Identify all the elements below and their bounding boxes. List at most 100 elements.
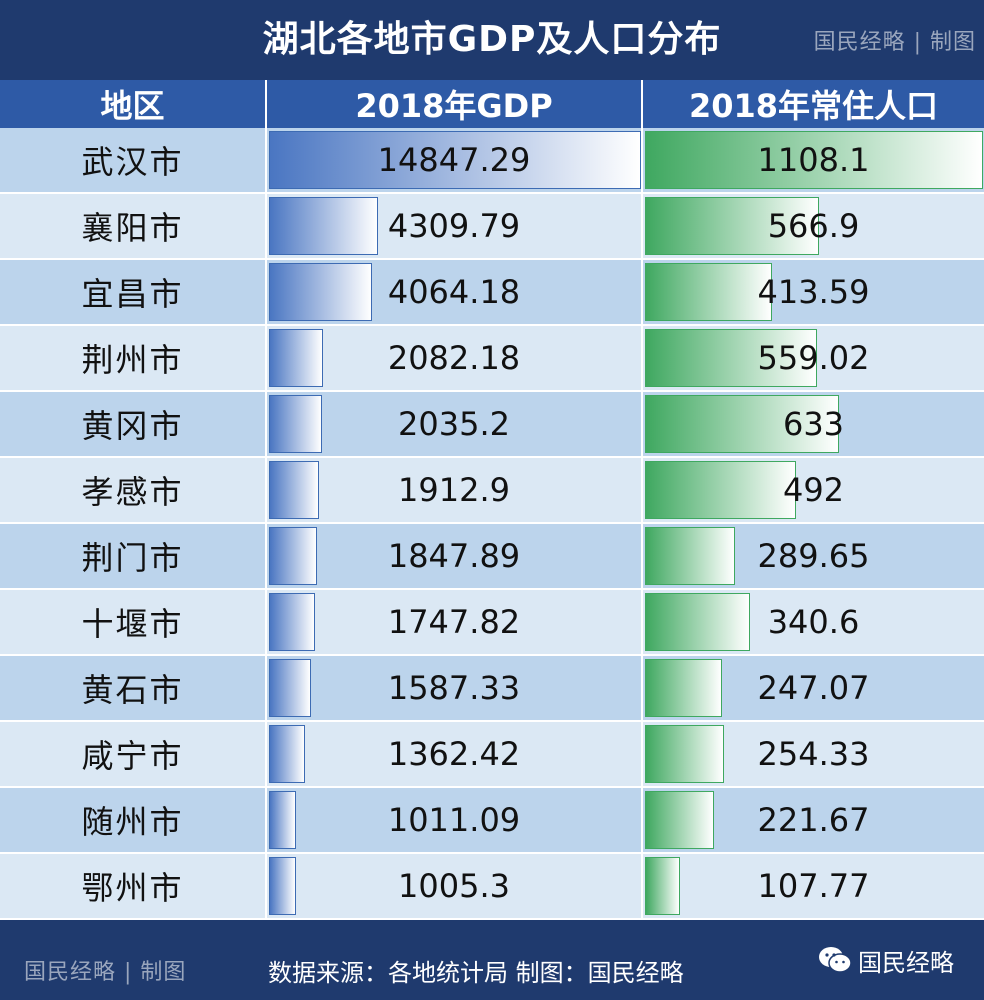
gdp-bar: [269, 527, 317, 585]
wechat-account-name: 国民经略: [858, 948, 954, 977]
population-value: 221.67: [757, 801, 870, 839]
gdp-bar: [269, 197, 378, 255]
brand-watermark-bottom: 国民经略 | 制图: [24, 960, 187, 985]
population-value: 413.59: [757, 273, 870, 311]
footer: 国民经略 | 制图 数据来源：各地统计局 制图：国民经略 国民经略: [0, 934, 984, 1000]
population-bar: [645, 197, 819, 255]
gdp-bar: [269, 593, 315, 651]
title-bar: 湖北各地市GDP及人口分布 国民经略 | 制图: [0, 0, 984, 80]
gdp-bar: [269, 659, 311, 717]
population-bar: [645, 659, 722, 717]
gdp-value: 1011.09: [387, 801, 521, 839]
gdp-value: 2035.2: [398, 405, 510, 443]
gdp-cell: 1847.89: [266, 523, 643, 590]
table-body: 武汉市 14847.29 1108.1 襄阳市 4309.79 566.9 宜昌市 4064.…: [0, 128, 984, 920]
population-cell: 247.07: [642, 655, 984, 722]
gdp-value: 1362.42: [387, 735, 521, 773]
table-row: 荆门市 1847.89 289.65: [0, 523, 984, 590]
brand-watermark-top: 国民经略 | 制图: [813, 30, 976, 55]
population-cell: 107.77: [642, 853, 984, 920]
gdp-value: 1912.9: [398, 471, 510, 509]
gdp-value: 14847.29: [377, 141, 531, 179]
population-cell: 413.59: [642, 259, 984, 326]
gdp-cell: 1747.82: [266, 589, 643, 656]
wechat-icon: [819, 947, 852, 973]
population-bar: [645, 329, 817, 387]
population-cell: 254.33: [642, 721, 984, 788]
population-value: 566.9: [767, 207, 860, 245]
population-cell: 340.6: [642, 589, 984, 656]
gdp-cell: 1005.3: [266, 853, 643, 920]
table-row: 武汉市 14847.29 1108.1: [0, 128, 984, 194]
population-bar: [645, 527, 735, 585]
table-row: 荆州市 2082.18 559.02: [0, 325, 984, 392]
gdp-bar: [269, 329, 323, 387]
population-cell: 492: [642, 457, 984, 524]
region-cell: 宜昌市: [0, 259, 267, 326]
gdp-cell: 14847.29: [266, 128, 643, 194]
table-header-row: 地区 2018年GDP 2018年常住人口: [0, 80, 984, 128]
population-bar: [645, 857, 680, 915]
table-row: 宜昌市 4064.18 413.59: [0, 259, 984, 326]
region-cell: 荆门市: [0, 523, 267, 590]
gdp-bar: [269, 857, 296, 915]
region-cell: 孝感市: [0, 457, 267, 524]
table-row: 黄冈市 2035.2 633: [0, 391, 984, 458]
population-bar: [645, 791, 714, 849]
population-cell: 559.02: [642, 325, 984, 392]
region-cell: 襄阳市: [0, 193, 267, 260]
gdp-value: 2082.18: [387, 339, 521, 377]
region-cell: 咸宁市: [0, 721, 267, 788]
gdp-cell: 2082.18: [266, 325, 643, 392]
gdp-bar: [269, 263, 372, 321]
population-value: 107.77: [757, 867, 870, 905]
population-value: 340.6: [767, 603, 860, 641]
region-cell: 随州市: [0, 787, 267, 854]
region-cell: 武汉市: [0, 128, 267, 194]
population-cell: 1108.1: [642, 128, 984, 194]
population-value: 247.07: [757, 669, 870, 707]
gdp-population-table: 地区 2018年GDP 2018年常住人口 武汉市 14847.29 1108.1 襄…: [0, 80, 984, 920]
population-bar: [645, 593, 750, 651]
gdp-bar: [269, 395, 322, 453]
population-cell: 221.67: [642, 787, 984, 854]
column-header-gdp: 2018年GDP: [266, 80, 643, 128]
gdp-cell: 1587.33: [266, 655, 643, 722]
table-row: 随州市 1011.09 221.67: [0, 787, 984, 854]
region-cell: 黄石市: [0, 655, 267, 722]
population-bar: [645, 395, 839, 453]
population-cell: 289.65: [642, 523, 984, 590]
column-header-population: 2018年常住人口: [642, 80, 984, 128]
gdp-bar: [269, 461, 319, 519]
region-cell: 十堰市: [0, 589, 267, 656]
population-value: 289.65: [757, 537, 870, 575]
table-row: 襄阳市 4309.79 566.9: [0, 193, 984, 260]
population-value: 559.02: [757, 339, 870, 377]
gdp-value: 1747.82: [387, 603, 521, 641]
population-value: 492: [782, 471, 845, 509]
column-header-region: 地区: [0, 80, 267, 128]
table-row: 十堰市 1747.82 340.6: [0, 589, 984, 656]
gdp-value: 1587.33: [387, 669, 521, 707]
population-value: 254.33: [757, 735, 870, 773]
table-row: 咸宁市 1362.42 254.33: [0, 721, 984, 788]
population-bar: [645, 461, 796, 519]
population-value: 1108.1: [757, 141, 870, 179]
gdp-cell: 4309.79: [266, 193, 643, 260]
population-cell: 566.9: [642, 193, 984, 260]
region-cell: 黄冈市: [0, 391, 267, 458]
gdp-cell: 1362.42: [266, 721, 643, 788]
gdp-bar: [269, 131, 641, 189]
population-bar: [645, 725, 724, 783]
gdp-cell: 1912.9: [266, 457, 643, 524]
region-cell: 荆州市: [0, 325, 267, 392]
region-cell: 鄂州市: [0, 853, 267, 920]
gdp-cell: 1011.09: [266, 787, 643, 854]
gdp-cell: 4064.18: [266, 259, 643, 326]
table-row: 鄂州市 1005.3 107.77: [0, 853, 984, 920]
page-title: 湖北各地市GDP及人口分布: [262, 19, 722, 60]
gdp-bar: [269, 725, 305, 783]
table-row: 孝感市 1912.9 492: [0, 457, 984, 524]
gdp-value: 1847.89: [387, 537, 521, 575]
population-bar: [645, 131, 983, 189]
